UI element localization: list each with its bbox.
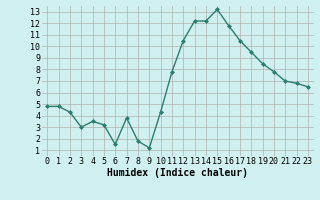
X-axis label: Humidex (Indice chaleur): Humidex (Indice chaleur) <box>107 168 248 178</box>
